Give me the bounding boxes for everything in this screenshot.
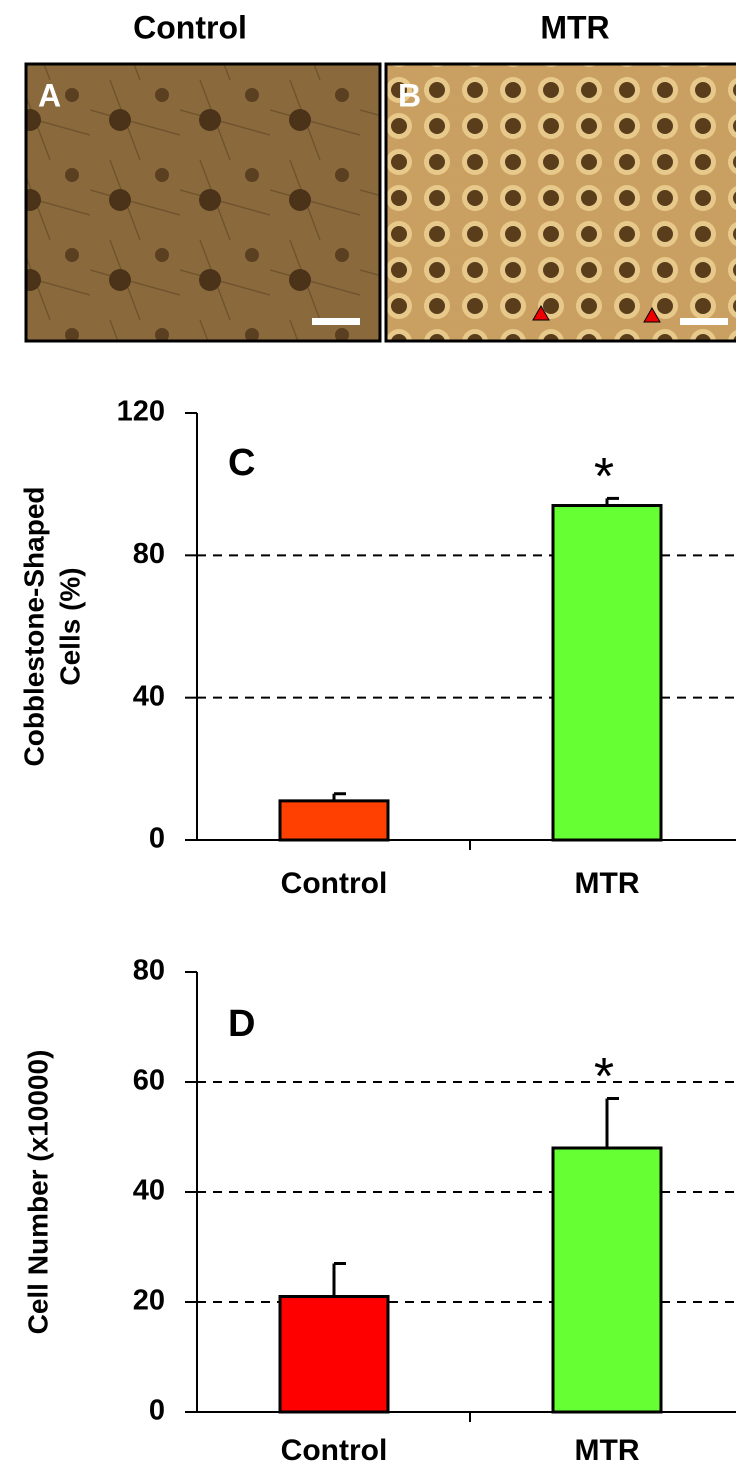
y-tick-label: 80 [133, 538, 165, 570]
image-label: B [398, 77, 421, 113]
x-tick-label: MTR [575, 867, 640, 900]
y-tick-label: 20 [133, 1285, 165, 1317]
y-tick-label: 40 [133, 1175, 165, 1207]
y-tick-label: 40 [133, 680, 165, 712]
y-tick-label: 0 [149, 823, 165, 855]
y-axis-label: Cell Number (x10000) [22, 1050, 53, 1335]
bar [553, 506, 661, 840]
x-tick-label: MTR [575, 1434, 640, 1467]
bar [553, 1148, 661, 1412]
page: Control MTR A B 0 40 80 120 Control MTR * C Cobb… [0, 0, 736, 1473]
y-axis-label: Cobblestone-Shaped [18, 486, 49, 766]
y-axis-label: Cells (%) [54, 567, 85, 685]
image-title: Control [133, 9, 247, 45]
annotation: * [594, 448, 614, 506]
panel-label: D [228, 1003, 255, 1045]
annotation: * [594, 1048, 614, 1106]
y-tick-label: 0 [149, 1395, 165, 1427]
image-label: A [38, 77, 61, 113]
panel-label: C [228, 442, 255, 484]
figure: Control MTR A B 0 40 80 120 Control MTR * C Cobb… [0, 0, 736, 1473]
image-title: MTR [540, 9, 609, 45]
x-tick-label: Control [281, 867, 388, 900]
y-tick-label: 120 [117, 396, 165, 428]
x-tick-label: Control [281, 1434, 388, 1467]
y-tick-label: 60 [133, 1065, 165, 1097]
bar [280, 1297, 388, 1413]
y-tick-label: 80 [133, 955, 165, 987]
micrograph-b [386, 64, 736, 341]
micrograph-a [26, 64, 380, 341]
bar [280, 801, 388, 840]
